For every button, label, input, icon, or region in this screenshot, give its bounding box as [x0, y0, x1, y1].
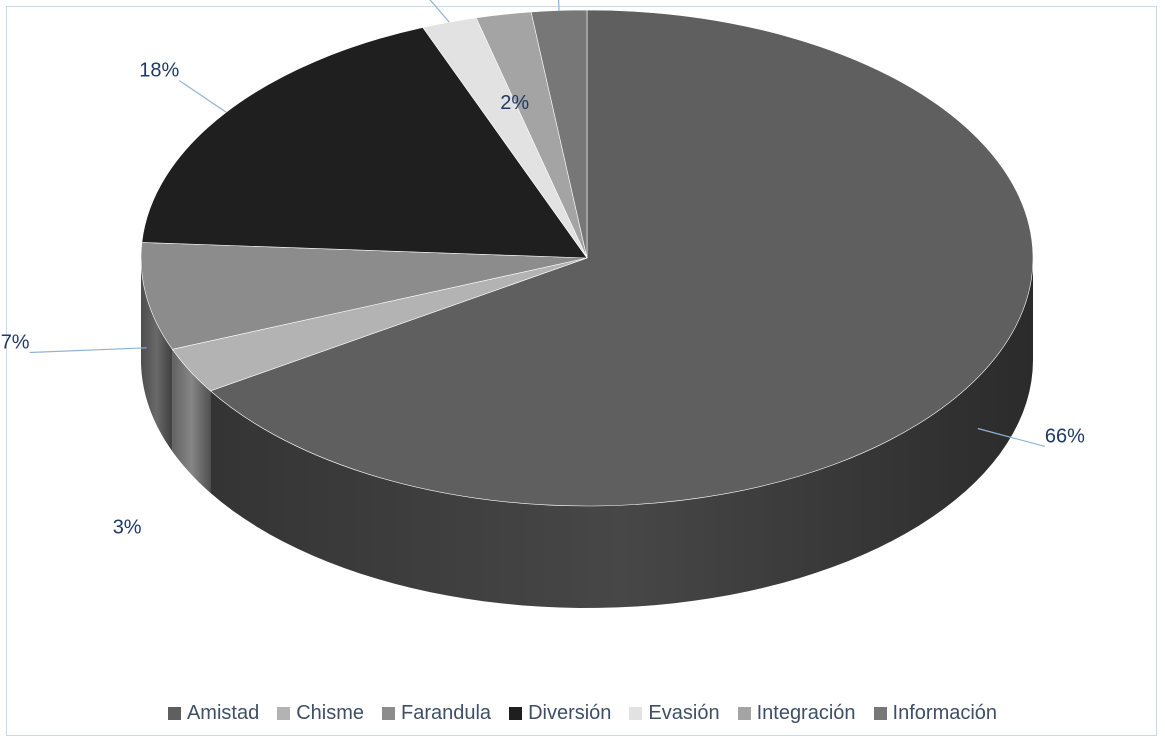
legend-label: Farandula	[401, 702, 492, 724]
legend-item-farandula: Farandula	[382, 702, 491, 725]
legend-label: Diversión	[528, 702, 612, 724]
legend-item-integración: Integración	[737, 702, 856, 725]
data-label-chisme: 3%	[113, 516, 142, 538]
legend-label: Información	[892, 702, 998, 724]
pie-slice-farandula	[140, 242, 588, 350]
data-label-integración: 2%	[500, 92, 529, 114]
legend-item-evasión: Evasión	[629, 702, 720, 725]
leader-line-evasión	[429, 0, 450, 23]
legend-label: Integración	[756, 702, 856, 724]
legend-item-amistad: Amistad	[167, 702, 260, 725]
chart-legend: Amistad Chisme Farandula Diversión Evasión In…	[0, 702, 1165, 725]
legend-label: Evasión	[648, 702, 720, 724]
leader-line-farandula	[29, 347, 147, 354]
leader-line-amistad	[977, 427, 1046, 447]
data-label-farandula: 7%	[1, 332, 30, 354]
data-label-diversión: 18%	[139, 60, 179, 82]
legend-swatch	[509, 707, 523, 720]
legend-label: Chisme	[296, 702, 364, 724]
legend-swatch	[629, 707, 643, 720]
pie-side-farandula	[141, 258, 173, 452]
pie-side-chisme	[172, 349, 211, 493]
legend-item-información: Información	[873, 702, 998, 725]
pie-side-amistad	[210, 258, 1033, 608]
leader-line-diversión	[178, 80, 227, 113]
legend-swatch	[277, 707, 291, 720]
leader-line-información	[557, 0, 560, 11]
legend-swatch	[737, 707, 751, 720]
legend-item-chisme: Chisme	[277, 702, 364, 725]
legend-item-diversión: Diversión	[509, 702, 611, 725]
legend-swatch	[167, 707, 181, 720]
legend-label: Amistad	[186, 702, 260, 724]
pie-slice-diversión	[141, 27, 588, 259]
legend-swatch	[873, 707, 887, 720]
data-label-amistad: 66%	[1045, 425, 1085, 447]
legend-swatch	[382, 707, 395, 720]
pie-slice-amistad	[209, 9, 1034, 507]
